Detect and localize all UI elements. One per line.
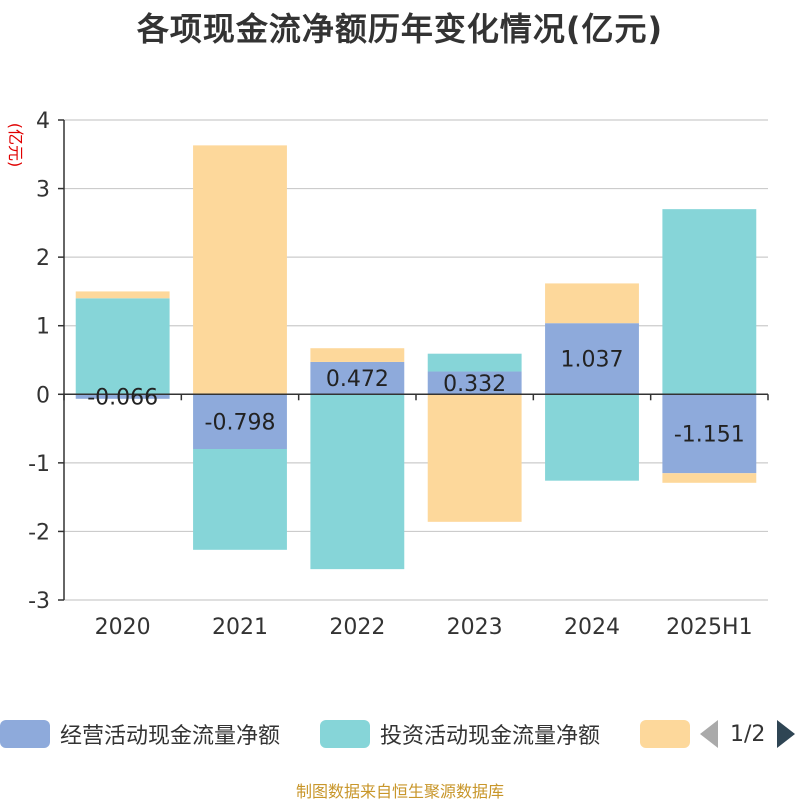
y-tick-label: 1: [36, 315, 50, 340]
bar-financing: [193, 145, 287, 395]
x-tick-label: 2025H1: [666, 615, 753, 640]
bars: [75, 145, 757, 570]
grid-lines: [64, 119, 768, 601]
bar-investing: [310, 394, 405, 570]
y-tick-label: 3: [36, 178, 50, 203]
x-tick-label: 2022: [329, 615, 385, 640]
data-label: -1.151: [674, 423, 745, 448]
bar-financing: [75, 291, 170, 299]
axes: 4 3 2 1 0 -1 -2 -3 (亿元) 2020 2021 2022 2023 2024 2025H…: [6, 109, 769, 640]
legend-pager: 1/2: [700, 716, 796, 752]
legend-swatch-operating: [0, 720, 50, 748]
data-label: -0.798: [205, 411, 276, 436]
data-labels: -0.066 -0.798 0.472 0.332 1.037 -1.151: [87, 348, 745, 448]
data-label: 0.332: [443, 372, 506, 397]
bar-investing: [193, 449, 287, 550]
x-tick-label: 2023: [447, 615, 503, 640]
bar-operating: [662, 394, 757, 474]
pager-prev-icon[interactable]: [700, 720, 718, 748]
bar-financing: [662, 473, 757, 483]
x-tick-label: 2020: [95, 615, 151, 640]
legend: 经营活动现金流量净额 投资活动现金流量净额 1/2: [0, 716, 800, 752]
legend-label-investing: 投资活动现金流量净额: [380, 724, 601, 749]
source-note: 制图数据来自恒生聚源数据库: [295, 782, 504, 801]
bar-financing: [545, 283, 639, 324]
y-tick-label: 2: [36, 246, 50, 271]
legend-label-operating: 经营活动现金流量净额: [60, 724, 281, 749]
bar-investing: [427, 353, 522, 372]
bar-investing: [75, 298, 170, 395]
bar-operating: [310, 361, 405, 395]
data-label: 0.472: [326, 367, 389, 392]
bar-operating: [75, 394, 170, 399]
legend-swatch-financing: [640, 720, 690, 748]
y-tick-label: 0: [36, 383, 50, 408]
y-axis-unit-label: (亿元): [6, 123, 25, 168]
pager-next-icon[interactable]: [777, 720, 796, 748]
bar-financing: [310, 348, 405, 362]
legend-item-operating[interactable]: 经营活动现金流量净额: [0, 716, 280, 752]
bar-financing: [427, 394, 522, 522]
bar-operating: [545, 323, 639, 395]
bar-investing: [662, 209, 757, 395]
x-tick-label: 2024: [564, 615, 620, 640]
y-tick-label: 4: [36, 109, 50, 134]
chart-title: 各项现金流净额历年变化情况(亿元): [136, 10, 664, 48]
legend-item-financing[interactable]: [640, 716, 690, 752]
bar-investing: [545, 394, 639, 481]
data-label: -0.066: [87, 386, 158, 411]
legend-item-investing[interactable]: 投资活动现金流量净额: [320, 716, 600, 752]
data-label: 1.037: [561, 348, 624, 373]
x-tick-label: 2021: [212, 615, 268, 640]
y-tick-label: -2: [28, 520, 50, 545]
pager-text: 1/2: [730, 721, 766, 747]
legend-swatch-investing: [320, 720, 370, 748]
bar-operating: [193, 394, 287, 450]
y-tick-label: -3: [28, 589, 50, 614]
y-tick-label: -1: [28, 452, 50, 477]
bar-operating: [427, 371, 522, 395]
